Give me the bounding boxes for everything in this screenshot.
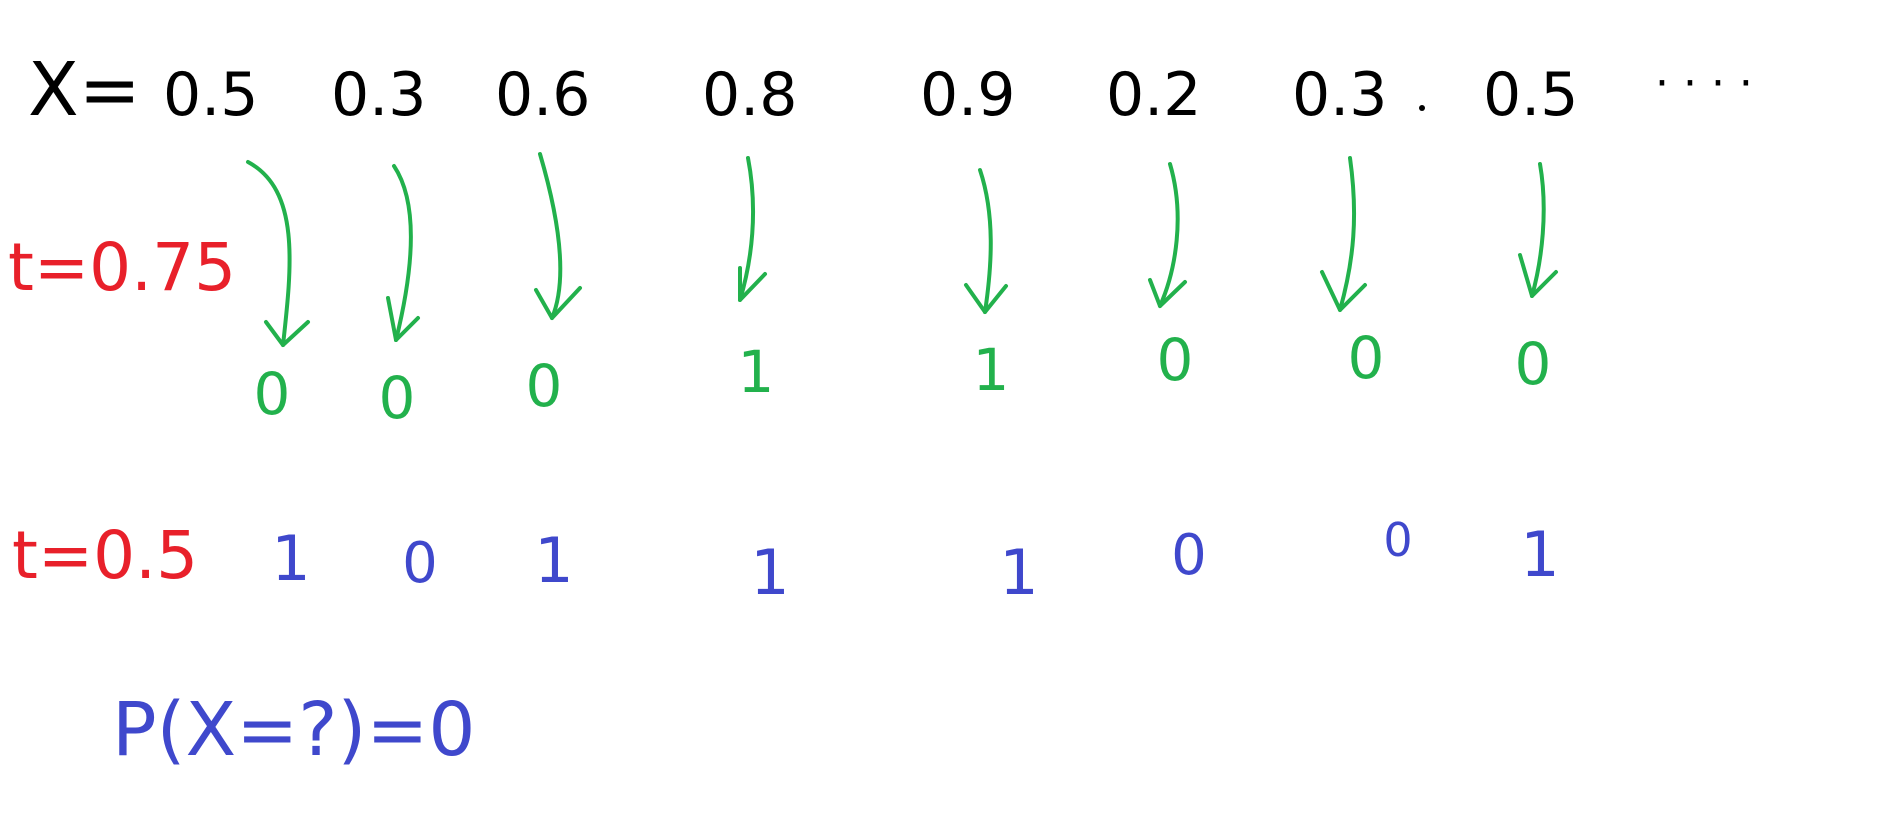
x-values-row: X= 0.5 0.3 0.6 0.8 0.9 0.2 0.3 0.5 · · ·… [28,47,1753,133]
arrow-1 [246,160,310,347]
x-label: X= [28,47,141,133]
arrow-8 [1518,162,1558,298]
output-075-1: 0 [254,360,291,428]
probability-statement: P(X=?)=0 [112,687,475,773]
arrow-6 [1148,162,1187,308]
output-075-8: 0 [1515,330,1552,398]
output-05-6: 0 [1171,523,1207,588]
threshold-label-05: t=0.5 [12,517,198,594]
x-value-1: 0.5 [163,60,258,130]
output-05-2: 0 [402,531,438,596]
arrow-7 [1320,156,1367,312]
x-value-4: 0.8 [702,60,797,130]
output-075-7: 0 [1348,324,1385,392]
output-075-2: 0 [379,364,416,432]
threshold-label-075: t=0.75 [8,229,236,306]
output-05-4: 1 [750,536,789,609]
x-value-7: 0.3 [1292,60,1387,130]
output-05-1: 1 [271,522,310,595]
arrow-3 [534,152,582,320]
stray-dot [1419,105,1425,111]
output-05-8: 1 [1520,518,1559,591]
outputs-t-05: 1 0 1 1 1 0 0 1 [271,513,1559,609]
output-05-3: 1 [534,524,573,597]
output-075-5: 1 [973,336,1010,404]
x-value-5: 0.9 [920,60,1015,130]
threshold-arrows [246,152,1558,347]
ellipsis: · · · · [1655,58,1753,109]
output-075-3: 0 [526,352,563,420]
outputs-t-075: 0 0 0 1 1 0 0 0 [254,324,1552,432]
output-075-4: 1 [738,338,775,406]
arrow-4 [738,156,767,302]
output-075-6: 0 [1157,326,1194,394]
x-value-2: 0.3 [331,60,426,130]
arrow-5 [964,168,1008,314]
arrow-2 [386,164,420,342]
output-05-7: 0 [1383,513,1412,567]
x-value-8: 0.5 [1483,60,1578,130]
x-value-6: 0.2 [1106,60,1201,130]
output-05-5: 1 [999,536,1038,609]
x-value-3: 0.6 [495,60,590,130]
